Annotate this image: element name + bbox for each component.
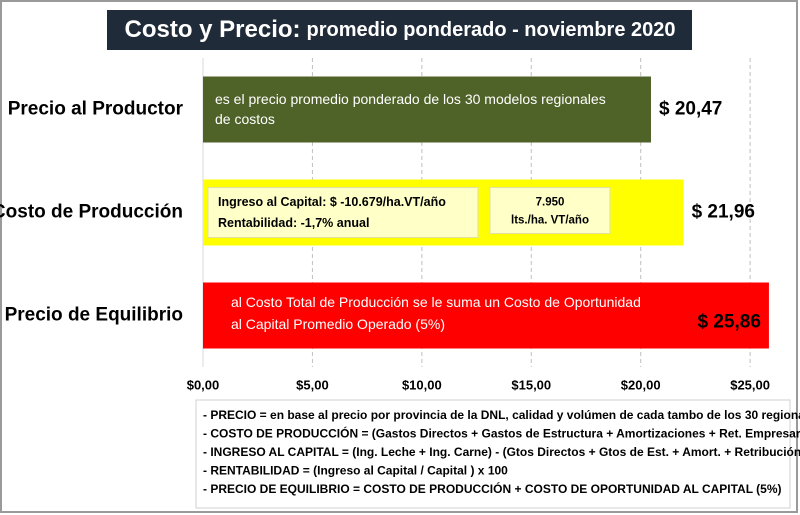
bar — [203, 76, 651, 143]
note-box — [489, 187, 611, 234]
annotation: de costos — [215, 111, 275, 127]
chart-title: Costo y Precio: — [124, 16, 300, 43]
annotation: Ingreso al Capital: $ -10.679/ha.VT/año — [218, 195, 446, 209]
x-tick-label: $10,00 — [402, 377, 442, 392]
note: - INGRESO AL CAPITAL = (Ing. Leche + Ing… — [203, 445, 800, 459]
annotation: al Costo Total de Producción se le suma … — [231, 294, 641, 310]
note: - PRECIO DE EQUILIBRIO = COSTO DE PRODUC… — [203, 481, 782, 496]
x-tick-label: $25,00 — [730, 377, 770, 392]
y-tick-label: Precio al Productor — [8, 99, 184, 120]
value-label: $ 21,96 — [692, 202, 755, 223]
title-line: Costo y Precio: promedio ponderado - novi… — [124, 16, 675, 43]
y-tick-label: Costo de Producción — [0, 202, 183, 223]
note-box — [207, 187, 479, 238]
annotation: al Capital Promedio Operado (5%) — [231, 316, 445, 332]
value-label: $ 20,47 — [659, 99, 722, 120]
notes-box — [195, 399, 791, 509]
value-label: $ 25,86 — [698, 312, 761, 333]
x-tick-label: $0,00 — [187, 377, 220, 392]
x-tick-label: $5,00 — [296, 377, 329, 392]
title-box — [107, 10, 692, 50]
annotation: Rentabilidad: -1,7% anual — [218, 216, 369, 230]
annotation: lts./ha. VT/año — [511, 215, 589, 227]
y-tick-label: Precio de Equilibrio — [5, 305, 183, 326]
chart-subtitle: promedio ponderado - noviembre 2020 — [307, 19, 676, 41]
annotation: 7.950 — [536, 197, 565, 209]
note: - RENTABILIDAD = (Ingreso al Capital / C… — [203, 464, 508, 478]
x-tick-label: $15,00 — [511, 377, 551, 392]
x-tick-label: $20,00 — [621, 377, 661, 392]
note: - PRECIO = en base al precio por provinc… — [203, 408, 800, 422]
note: - COSTO DE PRODUCCIÓN = (Gastos Directos… — [203, 426, 800, 441]
bar — [203, 282, 769, 349]
annotation: es el precio promedio ponderado de los 3… — [215, 91, 606, 107]
